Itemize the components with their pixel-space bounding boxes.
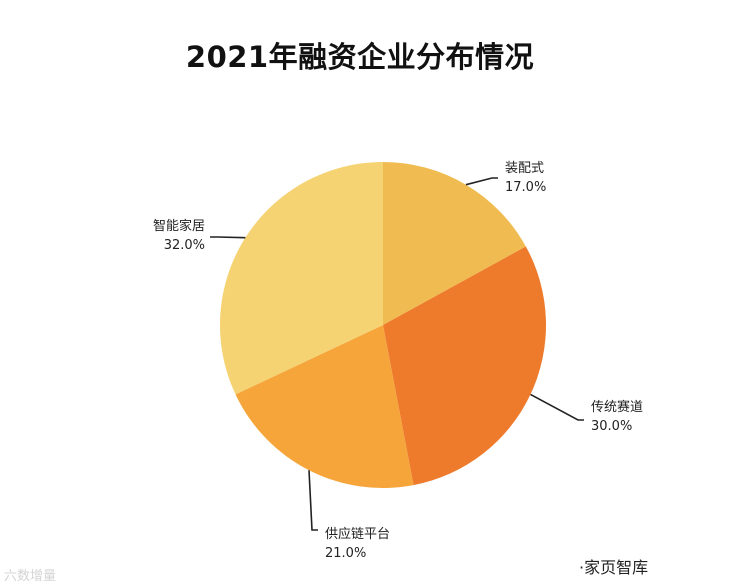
pie-slice bbox=[235, 325, 414, 488]
slice-value-label: 21.0% bbox=[325, 546, 366, 561]
slice-label: 装配式 bbox=[505, 161, 544, 176]
leader-line bbox=[465, 177, 498, 186]
slice-labels: 装配式 17.0% 传统赛道 30.0% 供应链平台 21.0% 智能家居 32.0% bbox=[153, 161, 643, 561]
slice-label: 传统赛道 bbox=[591, 399, 643, 415]
slice-value-label: 17.0% bbox=[505, 180, 546, 195]
leader-line bbox=[530, 393, 584, 421]
slice-value-label: 32.0% bbox=[164, 238, 205, 253]
chart-title: 2021年融资企业分布情况 bbox=[185, 40, 535, 74]
leader-line bbox=[210, 236, 246, 239]
watermark: 六数增量 bbox=[4, 569, 57, 584]
pie-slice bbox=[383, 162, 526, 325]
leader-line bbox=[308, 470, 318, 531]
slice-label: 供应链平台 bbox=[325, 526, 390, 542]
pie-slice bbox=[383, 246, 547, 486]
pie-slices bbox=[219, 162, 547, 488]
source-credit: ·家页智库 bbox=[579, 558, 649, 577]
leader-lines bbox=[210, 177, 584, 531]
slice-label: 智能家居 bbox=[153, 218, 205, 234]
pie-slice bbox=[219, 162, 383, 395]
slice-value-label: 30.0% bbox=[591, 419, 632, 434]
